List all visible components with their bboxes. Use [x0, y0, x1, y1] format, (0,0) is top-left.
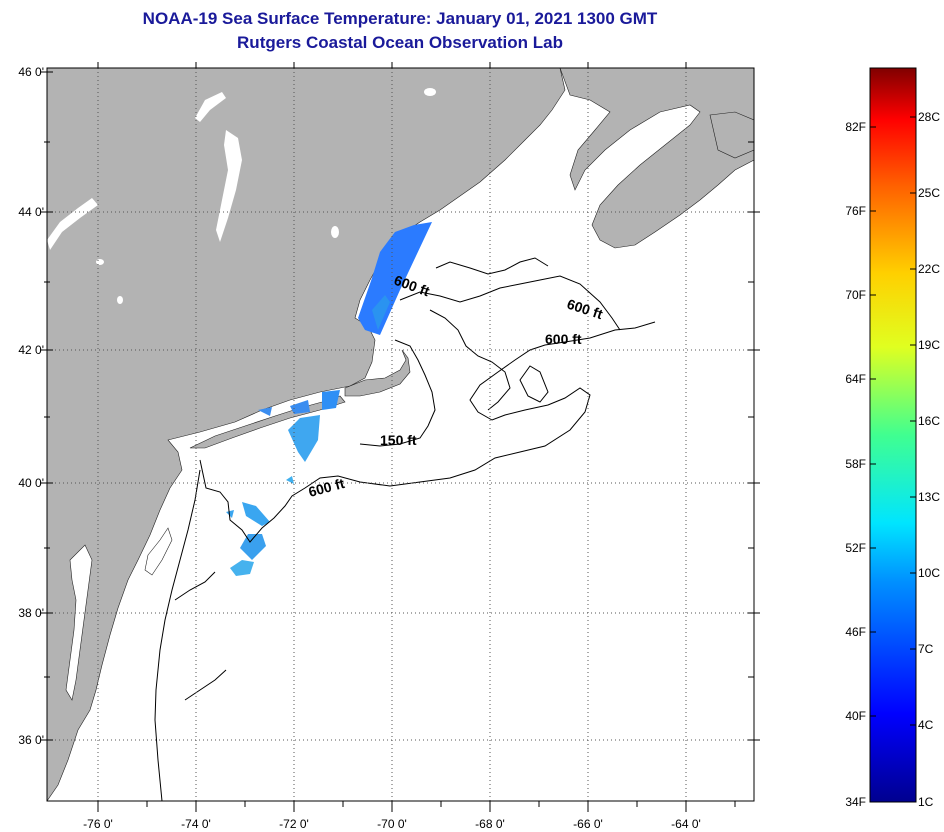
cb-f-46: 46F — [845, 625, 866, 639]
cb-f-76: 76F — [845, 204, 866, 218]
lon-label-76: -76 0' — [83, 817, 113, 831]
lat-label-46: 46 0' — [18, 65, 44, 79]
lon-label-64: -64 0' — [671, 817, 701, 831]
cb-f-52: 52F — [845, 541, 866, 555]
contour-label-4: 150 ft — [380, 432, 417, 448]
cb-c-1: 1C — [918, 795, 934, 809]
bay-water — [65, 544, 93, 701]
sst-data-swaths — [226, 222, 432, 576]
cb-c-19: 19C — [918, 338, 940, 352]
land-cape-cod — [344, 349, 411, 397]
cb-f-70: 70F — [845, 288, 866, 302]
cb-c-16: 16C — [918, 414, 940, 428]
cb-c-28: 28C — [918, 110, 940, 124]
cb-c-25: 25C — [918, 186, 940, 200]
lon-ticks — [97, 62, 736, 812]
map-frame — [46, 67, 755, 802]
lon-label-66: -66 0' — [573, 817, 603, 831]
depth-contours — [154, 257, 656, 801]
lon-label-74: -74 0' — [181, 817, 211, 831]
lat-label-36: 36 0' — [18, 733, 44, 747]
lon-label-72: -72 0' — [279, 817, 309, 831]
cb-f-40: 40F — [845, 709, 866, 723]
cb-f-34: 34F — [845, 795, 866, 809]
cb-c-4: 4C — [918, 718, 934, 732]
cb-f-64: 64F — [845, 372, 866, 386]
colorbar-ticks — [870, 116, 916, 726]
cb-f-58: 58F — [845, 457, 866, 471]
delaware-bay — [144, 527, 173, 576]
map-title: NOAA-19 Sea Surface Temperature: January… — [142, 9, 658, 28]
cb-f-82: 82F — [845, 120, 866, 134]
lat-label-42: 42 0' — [18, 343, 44, 357]
land-mainland — [47, 68, 566, 801]
lat-label-44: 44 0' — [18, 205, 44, 219]
land-cape-breton — [709, 111, 754, 159]
map-subtitle: Rutgers Coastal Ocean Observation Lab — [237, 33, 563, 52]
cb-c-13: 13C — [918, 490, 940, 504]
lon-label-70: -70 0' — [377, 817, 407, 831]
colorbar-gradient — [869, 67, 917, 803]
land-nova-scotia — [559, 68, 754, 249]
temperature-colorbar: 82F 76F 70F 64F 58F 52F 46F 40F 34F 28C … — [845, 67, 940, 809]
lat-label-38: 38 0' — [18, 606, 44, 620]
lat-ticks — [40, 71, 760, 741]
cb-c-7: 7C — [918, 642, 934, 656]
cb-c-10: 10C — [918, 566, 940, 580]
lat-label-40: 40 0' — [18, 476, 44, 490]
contour-label-3: 600 ft — [545, 331, 582, 347]
cb-c-22: 22C — [918, 262, 940, 276]
lon-label-68: -68 0' — [475, 817, 505, 831]
sst-map: 600 ft 600 ft 600 ft 150 ft 600 ft — [18, 62, 760, 831]
